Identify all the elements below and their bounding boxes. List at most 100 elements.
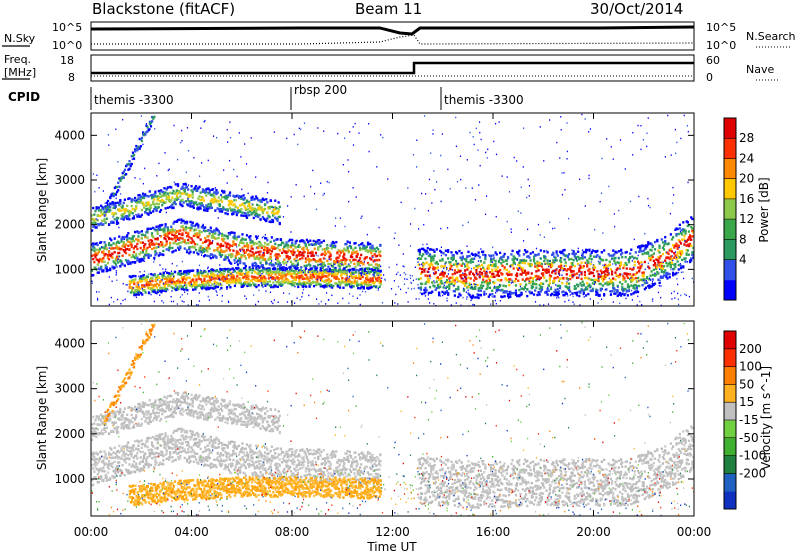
power-cell: [425, 249, 428, 253]
power-cell: [174, 236, 177, 239]
power-cell: [260, 200, 263, 204]
power-noise: [98, 187, 100, 189]
power-cell: [565, 269, 568, 272]
power-cell: [93, 253, 96, 257]
power-cell: [291, 244, 294, 247]
power-cell: [221, 273, 224, 277]
power-cell: [201, 241, 205, 244]
power-cell: [142, 277, 145, 280]
power-cell: [518, 294, 521, 298]
power-cell: [657, 261, 660, 264]
power-cell: [649, 274, 652, 277]
power-cell: [676, 245, 679, 248]
power-cell: [684, 240, 687, 243]
power-cell: [375, 266, 379, 270]
power-cell: [303, 283, 307, 287]
power-cell: [621, 256, 624, 259]
power-noise: [330, 287, 332, 289]
power-cell: [273, 208, 276, 212]
power-cell: [342, 286, 345, 289]
power-cell: [626, 289, 629, 292]
power-cell: [115, 255, 119, 258]
power-cell: [191, 224, 194, 227]
power-cell: [535, 274, 538, 278]
power-cell: [366, 278, 369, 281]
power-cell: [232, 212, 235, 215]
power-cell: [240, 254, 243, 257]
power-cell: [450, 265, 453, 268]
power-cell: [165, 248, 168, 251]
power-cell: [595, 278, 598, 282]
power-cell: [474, 254, 477, 258]
power-cell: [456, 252, 459, 255]
power-cell: [373, 253, 376, 256]
power-cell: [317, 273, 320, 276]
power-cell: [622, 288, 625, 291]
power-cell: [634, 291, 637, 294]
power-cell: [174, 231, 177, 235]
power-cell: [167, 232, 171, 235]
power-noise: [657, 291, 660, 294]
power-cell: [328, 269, 331, 273]
power-cell: [181, 233, 184, 237]
power-cell: [441, 270, 444, 274]
power-cell: [337, 249, 340, 252]
power-cell: [371, 268, 374, 272]
power-cell: [183, 192, 186, 195]
power-cell: [317, 263, 320, 267]
power-cell: [152, 235, 155, 239]
power-cell: [185, 286, 188, 290]
power-cell: [261, 210, 264, 213]
power-cell: [569, 277, 572, 281]
power-noise: [492, 246, 494, 249]
power-cell: [174, 249, 177, 252]
power-cell: [223, 276, 226, 279]
power-cell: [372, 271, 376, 275]
power-cell: [271, 220, 275, 224]
power-cell: [281, 283, 284, 286]
power-cell: [346, 246, 349, 249]
power-cell: [650, 270, 653, 273]
power-cell: [317, 239, 320, 242]
power-cell: [587, 277, 590, 280]
power-cell: [601, 284, 605, 287]
nsearch-tick-high: 10^5: [706, 21, 736, 34]
power-noise: [176, 303, 178, 305]
power-cell: [169, 231, 172, 235]
power-cell: [660, 238, 663, 241]
power-cell: [610, 273, 614, 276]
power-cell: [352, 248, 355, 251]
power-cell: [118, 203, 121, 207]
power-noise: [228, 274, 230, 277]
power-cell: [276, 285, 279, 289]
power-cell: [467, 276, 470, 279]
power-cell: [228, 244, 232, 247]
power-cell: [193, 280, 196, 284]
power-cell: [299, 240, 302, 243]
power-cell: [346, 280, 350, 283]
power-cell: [187, 233, 190, 236]
power-cell: [465, 280, 468, 283]
power-cell: [521, 270, 524, 274]
cpid-panel: CPID themis -3300 rbsp 200 themis -3300: [8, 83, 524, 110]
power-noise: [108, 247, 110, 249]
power-cell: [648, 286, 651, 289]
power-cell: [319, 283, 322, 286]
power-cell: [508, 277, 511, 281]
power-cell: [343, 267, 346, 270]
power-cell: [150, 239, 154, 243]
power-noise: [433, 280, 435, 282]
power-cell: [482, 250, 485, 253]
power-noise: [495, 215, 497, 218]
power-cell: [216, 285, 220, 289]
power-cell: [234, 199, 237, 202]
power-cell: [243, 211, 246, 215]
power-cell: [192, 206, 195, 209]
power-cell: [642, 278, 645, 281]
power-cell: [120, 263, 123, 266]
power-cell: [340, 271, 343, 274]
power-cell: [260, 264, 263, 267]
power-cell: [279, 267, 282, 270]
power-cell: [167, 194, 171, 198]
power-cell: [245, 281, 248, 284]
